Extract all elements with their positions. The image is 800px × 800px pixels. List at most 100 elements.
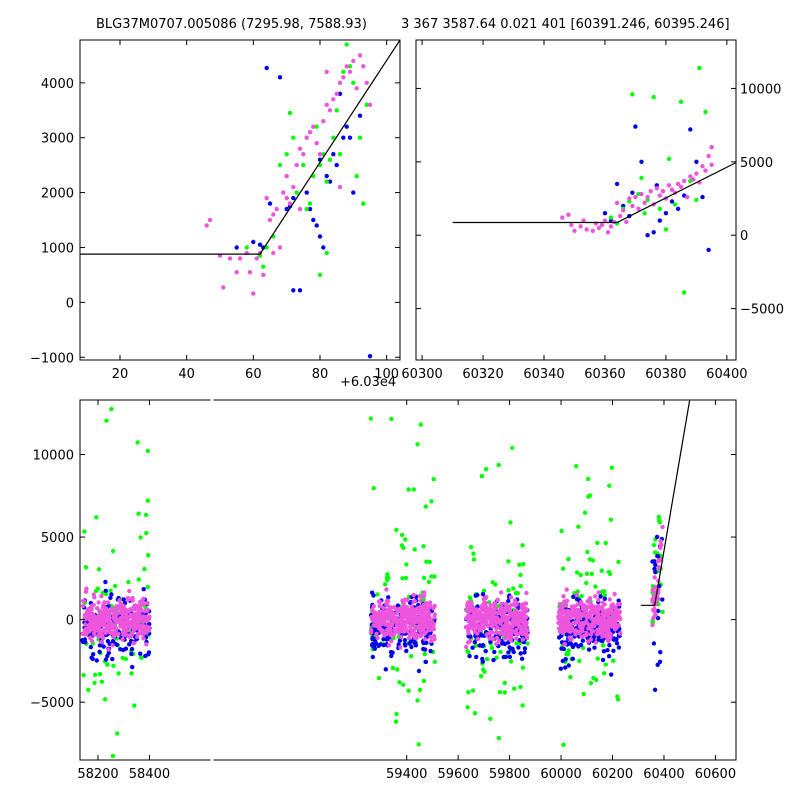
data-point: [651, 95, 656, 100]
data-point: [401, 682, 406, 687]
data-point: [104, 418, 109, 423]
data-point: [518, 684, 523, 690]
data-point: [422, 651, 427, 657]
data-point: [589, 615, 594, 621]
x-tick-label: 60320: [462, 367, 503, 382]
data-point: [564, 587, 569, 592]
data-points: [80, 40, 400, 359]
data-point: [561, 742, 566, 747]
data-point: [606, 630, 611, 635]
data-point: [284, 195, 289, 201]
data-point: [614, 637, 619, 642]
data-point: [660, 597, 665, 602]
data-point: [400, 576, 405, 581]
data-point: [682, 178, 687, 184]
data-point: [657, 206, 662, 211]
data-point: [415, 442, 420, 447]
data-point: [471, 620, 476, 625]
data-point: [506, 588, 511, 593]
data-point: [370, 642, 375, 647]
data-point: [498, 590, 504, 595]
data-point: [614, 181, 620, 187]
data-point: [375, 635, 380, 641]
data-point: [630, 92, 635, 97]
data-point: [418, 634, 423, 639]
data-point: [385, 572, 390, 577]
data-point: [287, 110, 293, 116]
data-point: [427, 559, 432, 565]
data-point: [574, 592, 579, 597]
data-point: [105, 639, 111, 644]
data-point: [596, 612, 601, 617]
data-point: [384, 637, 389, 642]
data-point: [560, 630, 565, 636]
data-point: [509, 631, 514, 636]
data-point: [583, 605, 588, 610]
data-point: [101, 644, 106, 649]
data-point: [520, 637, 525, 642]
y-tick-label: 0: [66, 296, 74, 311]
data-point: [311, 217, 316, 223]
data-point: [398, 634, 404, 640]
data-point: [596, 225, 602, 231]
data-point: [383, 667, 388, 672]
data-point: [314, 223, 319, 228]
data-point: [141, 636, 146, 641]
data-point: [389, 615, 395, 620]
data-point: [614, 641, 620, 646]
data-point: [605, 608, 610, 613]
data-point: [386, 575, 391, 581]
data-point: [394, 527, 399, 533]
data-point: [507, 608, 513, 613]
data-point: [354, 86, 359, 91]
data-point: [317, 234, 323, 239]
data-point: [510, 445, 515, 451]
data-point: [596, 597, 601, 603]
data-point: [510, 619, 516, 624]
data-point: [94, 606, 100, 611]
data-point: [656, 564, 662, 570]
data-point: [678, 99, 684, 104]
data-point: [424, 613, 429, 618]
data-point: [617, 609, 622, 615]
data-point: [492, 606, 497, 611]
data-point: [483, 648, 488, 654]
data-point: [417, 593, 423, 599]
data-point: [564, 610, 569, 616]
data-point: [411, 487, 416, 492]
data-point: [651, 615, 656, 621]
data-point: [131, 620, 137, 625]
data-point: [110, 643, 115, 648]
data-point: [406, 688, 411, 693]
data-point: [389, 633, 394, 638]
data-point: [475, 636, 480, 642]
data-point: [660, 189, 666, 194]
data-point: [129, 651, 134, 657]
y-tick-label: 10000: [33, 448, 74, 463]
data-point: [121, 597, 127, 602]
data-point: [95, 621, 101, 626]
data-point: [108, 595, 113, 600]
data-point: [614, 200, 620, 206]
data-point: [566, 212, 571, 217]
data-point: [376, 599, 382, 604]
data-point: [675, 206, 681, 211]
data-point: [495, 625, 500, 630]
data-point: [569, 222, 574, 228]
data-point: [522, 650, 527, 655]
data-point: [559, 615, 564, 620]
data-point: [106, 647, 111, 652]
data-point: [513, 608, 519, 614]
data-point: [602, 218, 608, 223]
data-point: [412, 607, 418, 612]
data-point: [274, 206, 279, 212]
data-point: [144, 624, 149, 629]
data-point: [393, 719, 399, 724]
data-point: [324, 69, 329, 75]
data-point: [395, 603, 401, 608]
data-point: [630, 190, 635, 195]
data-point: [494, 655, 499, 660]
data-point: [471, 557, 477, 562]
data-point: [518, 572, 523, 578]
y-tick-label: −5000: [740, 303, 784, 318]
